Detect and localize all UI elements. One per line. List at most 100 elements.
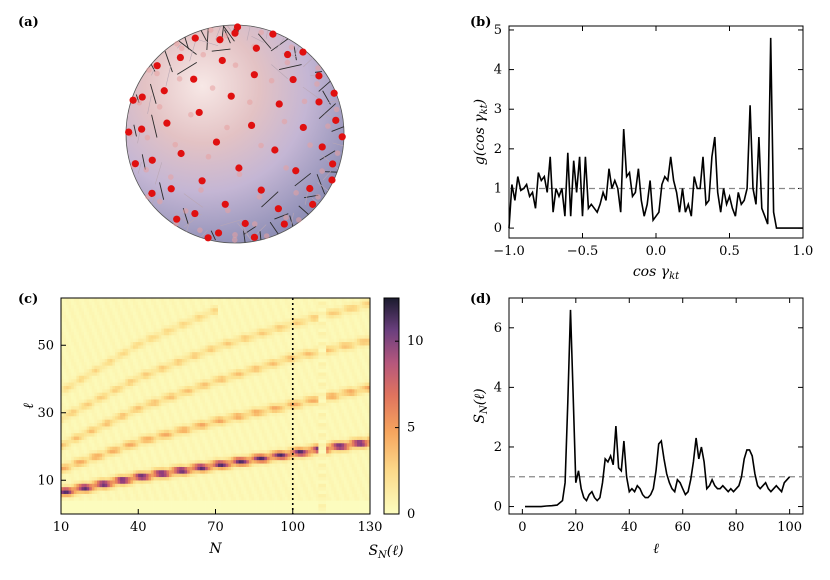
heatmap-cell (218, 432, 221, 437)
heatmap-cell (140, 382, 144, 386)
heatmap-cell (166, 453, 170, 457)
heatmap-cell (228, 493, 232, 498)
heatmap-cell (248, 419, 252, 424)
heatmap-cell (104, 365, 108, 370)
heatmap-cell (205, 362, 208, 366)
heatmap-cell (71, 453, 75, 457)
heatmap-cell (130, 298, 134, 302)
heatmap-cell (197, 497, 201, 501)
heatmap-cell (135, 338, 139, 343)
heatmap-cell (109, 409, 113, 413)
heatmap-cell (115, 395, 118, 400)
heatmap-cell (233, 389, 237, 393)
heatmap-cell (218, 395, 221, 400)
heatmap-cell (169, 324, 172, 329)
heatmap-cell (192, 497, 196, 501)
heatmap-cell (169, 335, 172, 339)
heatmap-cell (140, 308, 144, 312)
heatmap-cell (66, 476, 69, 481)
heatmap-cell (135, 392, 139, 397)
heatmap-cell (230, 385, 234, 390)
heatmap-cell (184, 318, 188, 322)
heatmap-cell (97, 493, 100, 498)
heatmap-cell (220, 311, 224, 316)
heatmap-cell (66, 422, 69, 427)
heatmap-cell (122, 378, 126, 383)
heatmap-cell (151, 345, 154, 349)
heatmap-cell (133, 399, 136, 403)
heatmap-cell (97, 507, 100, 511)
heatmap-cell (68, 385, 72, 390)
heatmap-cell (73, 412, 77, 417)
heatmap-cell (86, 395, 90, 400)
heatmap-cell (246, 355, 250, 359)
heatmap-cell (228, 429, 232, 434)
sphere-cell-edge (291, 212, 294, 225)
heatmap-cell (148, 392, 152, 397)
heatmap-cell (112, 507, 116, 511)
heatmap-cell (104, 385, 108, 390)
heatmap-cell (133, 493, 136, 498)
heatmap-cell (73, 476, 77, 481)
heatmap-cell (233, 459, 237, 464)
heatmap-cell (138, 493, 142, 498)
heatmap-cell (251, 463, 255, 467)
heatmap-cell (63, 399, 67, 403)
heatmap-cell (225, 476, 229, 481)
heatmap-cell (112, 436, 116, 440)
heatmap-cell (122, 335, 126, 339)
heatmap-cell (246, 476, 250, 481)
heatmap-cell (225, 301, 229, 305)
heatmap-cell (127, 476, 131, 481)
heatmap-cell (212, 321, 216, 326)
heatmap-cell (107, 486, 111, 491)
heatmap-cell (120, 463, 123, 467)
heatmap-cell (212, 335, 216, 339)
heatmap-cell (145, 449, 149, 454)
heatmap-cell (145, 335, 149, 339)
heatmap-cell (104, 416, 108, 420)
heatmap-cell (89, 378, 93, 383)
heatmap-cell (158, 456, 162, 461)
heatmap-cell (179, 378, 183, 383)
sphere-point (333, 106, 340, 113)
heatmap-cell (138, 459, 142, 464)
heatmap-cell (210, 510, 214, 514)
heatmap-cell (233, 416, 237, 420)
heatmap-cell (194, 362, 198, 366)
heatmap-cell (202, 456, 206, 461)
sphere-point (280, 220, 288, 228)
heatmap-cell (166, 432, 170, 437)
heatmap-cell (169, 416, 172, 420)
heatmap-cell (246, 375, 250, 380)
heatmap-cell (133, 345, 136, 349)
heatmap-cell (89, 419, 93, 424)
heatmap-cell (97, 341, 100, 346)
heatmap-cell (140, 486, 144, 491)
heatmap-cell (115, 338, 118, 343)
heatmap-cell (71, 439, 75, 444)
heatmap-cell (194, 338, 198, 343)
heatmap-cell (156, 375, 160, 380)
heatmap-cell (104, 338, 108, 343)
heatmap-cell (158, 389, 162, 393)
heatmap-cell (163, 490, 167, 494)
heatmap-cell (171, 416, 175, 420)
heatmap-cell (61, 389, 64, 393)
heatmap-cell (187, 365, 190, 370)
heatmap-cell (94, 426, 98, 430)
heatmap-cell (117, 304, 121, 309)
heatmap-cell (61, 443, 64, 447)
heatmap-cell (81, 412, 85, 417)
heatmap-cell (76, 298, 80, 302)
heatmap-cell (187, 466, 190, 471)
heatmap-cell (202, 429, 206, 434)
heatmap-cell (76, 375, 80, 380)
heatmap-cell (125, 365, 129, 370)
heatmap-cell (241, 341, 245, 346)
heatmap-cell (236, 385, 239, 390)
heatmap-cell (171, 470, 175, 474)
heatmap-cell (189, 328, 193, 332)
heatmap-cell (210, 436, 214, 440)
heatmap-cell (107, 422, 111, 427)
